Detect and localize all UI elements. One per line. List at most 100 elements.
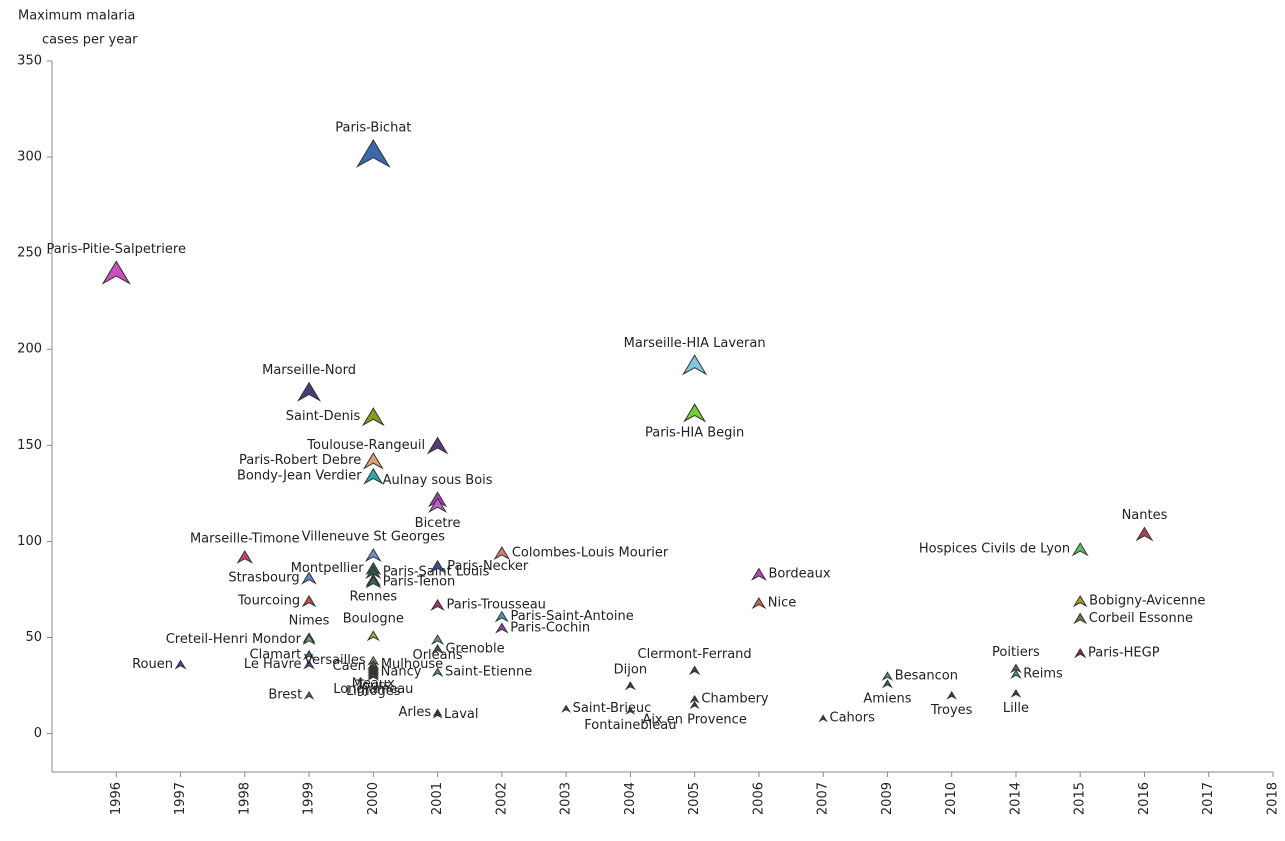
point-label: Corbeil Essonne — [1089, 611, 1193, 626]
y-tick-label: 300 — [17, 150, 42, 165]
marker — [367, 671, 379, 681]
marker — [174, 659, 187, 670]
point-label: Bordeaux — [768, 567, 830, 582]
marker — [355, 138, 391, 168]
y-axis-label: Maximum malaria — [18, 9, 135, 24]
point-label: Colombes-Louis Mourier — [512, 545, 669, 560]
point-label: Paris-Saint Louis — [383, 565, 490, 580]
x-tick-label: 2003 — [559, 782, 574, 815]
marker — [493, 546, 511, 561]
point-label: Amiens — [863, 692, 911, 707]
point-label: Lille — [1003, 701, 1029, 716]
marker — [302, 649, 316, 661]
point-label: Brest — [268, 688, 302, 703]
point-label: Poitiers — [992, 645, 1040, 660]
marker — [1010, 688, 1022, 698]
marker — [1135, 526, 1154, 542]
y-tick-label: 250 — [17, 246, 42, 261]
point-label: Besancon — [895, 668, 958, 683]
x-tick-label: 2006 — [751, 782, 766, 815]
x-tick-label: 2004 — [623, 782, 638, 815]
point-label: Meaux — [352, 676, 395, 691]
point-label: Paris-Necker — [447, 559, 529, 574]
point-label: Villeneuve St Georges — [302, 530, 446, 545]
point-label: Longjumeau — [333, 682, 413, 697]
x-tick-label: 2014 — [1008, 782, 1023, 815]
x-tick-label: 2005 — [687, 782, 702, 815]
y-tick-label: 150 — [17, 438, 42, 453]
marker — [1074, 647, 1087, 659]
x-tick-label: 2010 — [944, 782, 959, 815]
point-label: Clermont-Ferrand — [638, 647, 752, 662]
point-label: Montpellier — [291, 561, 365, 576]
marker — [297, 381, 322, 402]
marker — [365, 575, 382, 589]
point-label: Nimes — [289, 614, 330, 629]
marker — [301, 571, 317, 585]
point-label: Clamart — [250, 647, 302, 662]
point-label: Strasbourg — [228, 570, 299, 585]
point-label: Paris-HIA Begin — [645, 426, 744, 441]
x-tick-label: 2009 — [880, 782, 895, 815]
marker — [429, 559, 446, 574]
y-tick-label: 0 — [34, 726, 42, 741]
marker — [561, 704, 572, 713]
marker — [495, 622, 509, 634]
marker — [431, 634, 445, 646]
marker — [426, 436, 449, 455]
marker — [682, 354, 708, 376]
marker — [946, 690, 957, 700]
point-label: Nice — [768, 595, 796, 610]
marker — [303, 659, 315, 670]
y-axis-label: cases per year — [42, 33, 138, 48]
marker — [303, 690, 315, 700]
point-label: Creteil-Henri Mondor — [166, 632, 302, 647]
point-label: Marseille-HIA Laveran — [624, 336, 766, 351]
point-label: Paris-Saint-Antoine — [510, 609, 633, 624]
marker — [1073, 612, 1088, 625]
marker — [301, 595, 317, 608]
point-label: Paris-HEGP — [1088, 645, 1160, 660]
point-label: Rouen — [132, 657, 173, 672]
point-label: Paris-Robert Debre — [239, 453, 361, 468]
marker — [689, 700, 700, 710]
x-tick-label: 1999 — [302, 782, 317, 815]
point-label: Nantes — [1122, 508, 1168, 523]
point-label: Bobigny-Avicenne — [1089, 593, 1205, 608]
point-label: Fontainebleau — [584, 718, 676, 733]
marker — [364, 548, 382, 563]
marker — [688, 665, 701, 676]
x-tick-label: 2001 — [430, 782, 445, 815]
point-label: Versailles — [304, 653, 366, 668]
point-label: Paris-Tenon — [383, 574, 456, 589]
y-tick-label: 350 — [17, 54, 42, 69]
marker — [428, 497, 448, 513]
marker — [431, 643, 444, 655]
point-label: Rennes — [349, 590, 397, 605]
marker — [689, 694, 700, 704]
point-label: Nancy — [381, 665, 422, 680]
marker — [1010, 669, 1022, 679]
point-label: Paris-Trousseau — [446, 597, 545, 612]
marker — [432, 710, 443, 719]
x-tick-label: 2017 — [1201, 782, 1216, 815]
marker — [625, 706, 636, 715]
marker — [101, 260, 131, 285]
marker — [750, 567, 767, 581]
point-label: Dijon — [614, 663, 647, 678]
y-tick-label: 100 — [17, 534, 42, 549]
x-tick-label: 2015 — [1073, 782, 1088, 815]
marker — [431, 667, 444, 678]
point-label: Saint-Denis — [286, 409, 361, 424]
point-label: Arles — [398, 705, 431, 720]
x-tick-label: 1996 — [109, 782, 124, 815]
marker — [366, 630, 380, 642]
point-label: Bicetre — [415, 516, 461, 531]
point-label: Grenoble — [445, 642, 504, 657]
point-label: Tourcoing — [237, 593, 300, 608]
point-label: Aulnay sous Bois — [383, 473, 493, 488]
point-label: Orleans — [412, 648, 462, 663]
point-label: Paris-Bichat — [335, 120, 411, 135]
point-label: Bondy-Jean Verdier — [237, 469, 362, 484]
marker — [881, 679, 893, 689]
